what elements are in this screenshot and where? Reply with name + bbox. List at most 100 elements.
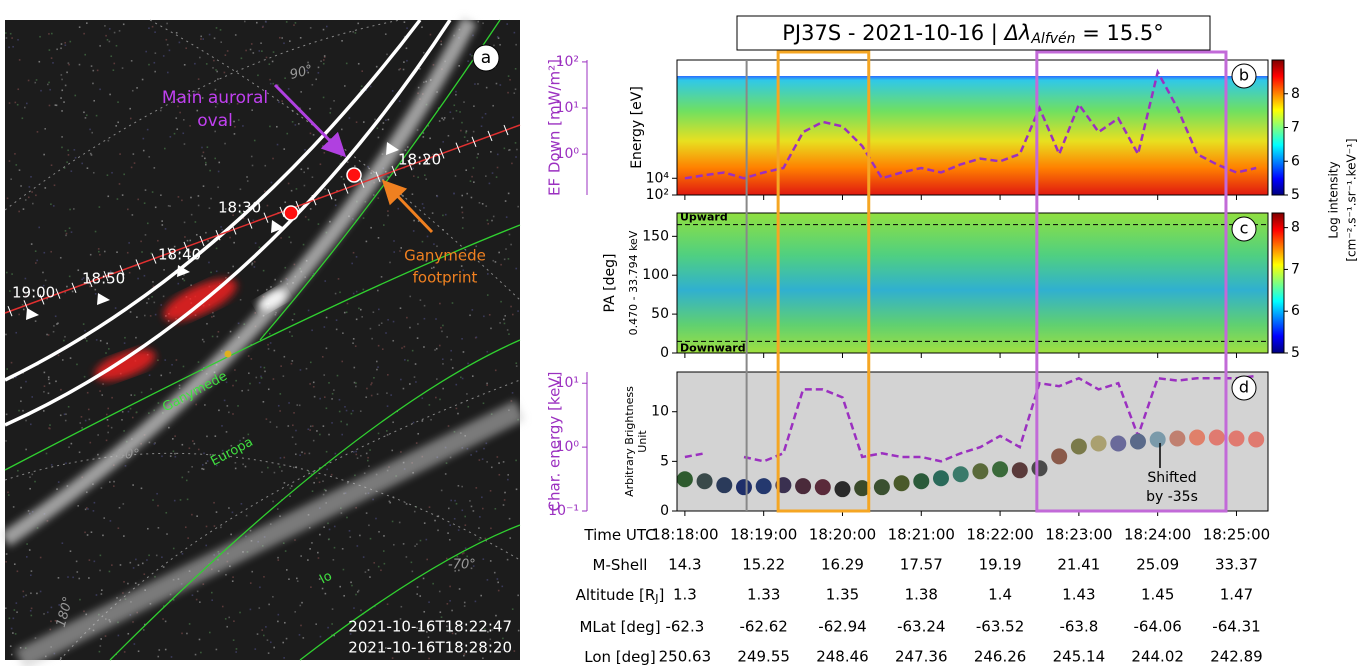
noise-dot — [105, 34, 107, 37]
noise-dot — [6, 368, 8, 370]
noise-dot — [93, 99, 95, 102]
noise-dot — [78, 63, 81, 66]
colorbar-tick-label: 7 — [1291, 261, 1300, 277]
noise-dot — [61, 89, 64, 92]
noise-dot — [108, 570, 111, 573]
noise-dot — [23, 286, 25, 289]
noise-dot — [201, 155, 204, 157]
noise-dot — [508, 149, 510, 152]
noise-dot — [375, 360, 378, 363]
track-tick — [55, 288, 61, 299]
noise-dot — [34, 250, 37, 252]
noise-dot — [514, 142, 517, 144]
noise-dot — [426, 558, 428, 561]
noise-dot — [264, 164, 267, 167]
noise-dot — [367, 569, 370, 571]
noise-dot — [178, 387, 181, 390]
noise-dot — [269, 421, 272, 423]
noise-dot — [235, 379, 237, 382]
noise-dot — [439, 398, 441, 401]
table-cell: 1.47 — [1220, 586, 1253, 604]
noise-dot — [194, 90, 197, 93]
noise-dot — [252, 52, 255, 54]
noise-dot — [405, 47, 408, 50]
noise-dot — [213, 501, 215, 504]
noise-dot — [470, 196, 473, 199]
noise-dot — [272, 51, 275, 53]
noise-dot — [154, 70, 156, 73]
noise-dot — [459, 111, 461, 113]
noise-dot — [86, 534, 89, 536]
noise-dot — [443, 117, 446, 119]
noise-dot — [370, 394, 373, 397]
noise-dot — [399, 307, 402, 309]
noise-dot — [303, 184, 306, 187]
noise-dot — [10, 653, 13, 656]
noise-dot — [511, 313, 514, 316]
noise-dot — [489, 560, 492, 562]
noise-dot — [334, 204, 337, 207]
noise-dot — [51, 32, 53, 35]
row-label-part: Lon [deg] — [584, 648, 656, 666]
noise-dot — [472, 510, 475, 512]
noise-dot — [205, 161, 207, 164]
noise-dot — [307, 309, 310, 312]
noise-dot — [464, 515, 466, 518]
noise-dot — [431, 212, 434, 214]
noise-dot — [35, 79, 38, 81]
noise-dot — [492, 215, 495, 218]
brightness-point — [1090, 435, 1107, 452]
noise-dot — [44, 279, 47, 282]
noise-dot — [97, 248, 100, 250]
brightness-point — [795, 478, 812, 495]
colorbar-tick-label: 7 — [1291, 120, 1300, 136]
noise-dot — [157, 504, 159, 507]
noise-dot — [214, 157, 217, 160]
noise-dot — [284, 621, 286, 624]
noise-dot — [409, 326, 411, 329]
noise-dot — [146, 302, 148, 304]
noise-dot — [351, 262, 353, 265]
noise-dot — [93, 282, 96, 285]
noise-dot — [346, 516, 348, 519]
annotation: by -35s — [1146, 489, 1198, 505]
noise-dot — [383, 535, 385, 537]
brightness-point — [1110, 435, 1127, 452]
noise-dot — [299, 604, 302, 607]
noise-dot — [241, 389, 243, 392]
noise-dot — [427, 124, 430, 127]
noise-dot — [60, 657, 62, 659]
footprint-arrow — [381, 179, 434, 234]
noise-dot — [251, 164, 254, 167]
noise-dot — [355, 450, 357, 453]
noise-dot — [442, 387, 444, 390]
noise-dot — [197, 361, 200, 363]
noise-dot — [472, 565, 475, 567]
noise-dot — [298, 404, 301, 407]
noise-dot — [299, 454, 301, 457]
noise-dot — [461, 211, 464, 214]
noise-dot — [215, 247, 218, 250]
footprint-lines — [4, 19, 521, 661]
noise-dot — [338, 398, 341, 401]
noise-dot — [368, 524, 370, 527]
noise-dot — [460, 376, 462, 379]
colorbar-tick-label: 8 — [1291, 220, 1300, 236]
noise-dot — [200, 38, 202, 40]
noise-dot — [212, 67, 214, 69]
noise-dot — [26, 543, 28, 545]
auroral-band — [0, 16, 478, 547]
noise-dot — [20, 386, 22, 389]
noise-dot — [398, 100, 401, 102]
noise-dot — [237, 322, 240, 325]
noise-dot — [514, 67, 517, 70]
noise-dot — [107, 139, 110, 142]
noise-dot — [108, 348, 110, 350]
noise-dot — [342, 568, 345, 571]
noise-dot — [444, 473, 447, 475]
noise-dot — [195, 403, 197, 406]
noise-dot — [240, 502, 243, 505]
noise-dot — [103, 517, 106, 519]
noise-dot — [405, 556, 408, 558]
noise-dot — [490, 527, 492, 530]
